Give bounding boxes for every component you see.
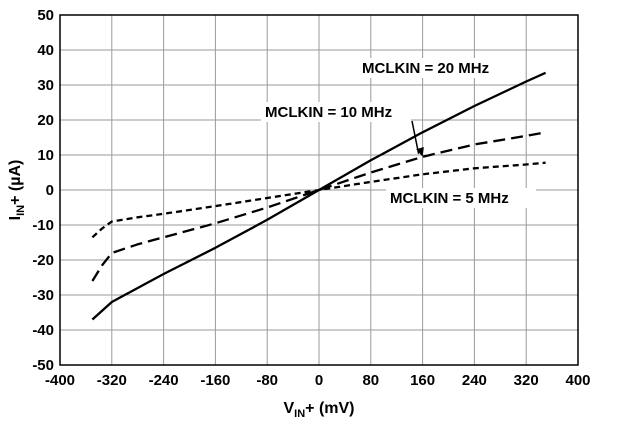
x-tick-label: 0 (315, 372, 323, 389)
x-tick-label: -400 (45, 372, 75, 389)
x-tick-label: 240 (462, 372, 487, 389)
x-axis-label-sub: IN (294, 408, 305, 420)
x-axis-label-rest: + (mV) (305, 400, 354, 417)
y-tick-label: 20 (37, 112, 54, 129)
series-5mhz-line (91, 161, 546, 239)
annotation-5mhz: MCLKIN = 5 MHz (390, 190, 509, 207)
annotation-10mhz: MCLKIN = 10 MHz (265, 104, 392, 121)
y-axis-label-sub: IN (15, 205, 27, 216)
y-tick-label: 40 (37, 42, 54, 59)
y-tick-label: 0 (46, 182, 54, 199)
y-tick-label: -10 (32, 217, 54, 234)
x-tick-label: 320 (514, 372, 539, 389)
y-tick-label: -50 (32, 357, 54, 374)
x-tick-labels: -400 -320 -240 -160 -80 0 80 160 240 320 400 (45, 372, 591, 389)
series-20mhz-line (91, 71, 547, 321)
y-tick-label: -40 (32, 322, 54, 339)
plot-frame (59, 14, 579, 366)
y-axis-label-main: I (7, 216, 24, 220)
annotation-10mhz-bg (261, 102, 411, 122)
x-tick-label: -160 (200, 372, 230, 389)
annotation-20mhz: MCLKIN = 20 MHz (362, 60, 489, 77)
x-axis-label-main: V (283, 400, 294, 417)
y-tick-label: -30 (32, 287, 54, 304)
y-tick-label: 30 (37, 77, 54, 94)
y-tick-labels: 50 40 30 20 10 0 -10 -20 -30 -40 -50 (32, 7, 54, 374)
x-tick-label: 400 (565, 372, 590, 389)
y-tick-label: -20 (32, 252, 54, 269)
annotation-arrow-line (411, 120, 420, 154)
annotations: MCLKIN = 20 MHz MCLKIN = 10 MHz MCLKIN = 5… (261, 58, 536, 208)
x-tick-label: -320 (97, 372, 127, 389)
y-axis-label-rest: + (µA) (7, 160, 24, 205)
series-lines (91, 71, 547, 321)
annotation-arrow-head (416, 146, 424, 157)
annotation-20mhz-bg (358, 58, 508, 78)
annotation-5mhz-bg (386, 188, 536, 208)
x-tick-label: -240 (149, 372, 179, 389)
x-axis-label: VIN+ (mV) (283, 400, 354, 420)
y-tick-label: 50 (37, 7, 54, 24)
x-tick-label: -80 (256, 372, 278, 389)
x-tick-label: 160 (410, 372, 435, 389)
x-tick-label: 80 (362, 372, 379, 389)
y-axis-label: IIN+ (µA) (7, 160, 27, 221)
y-tick-label: 10 (37, 147, 54, 164)
